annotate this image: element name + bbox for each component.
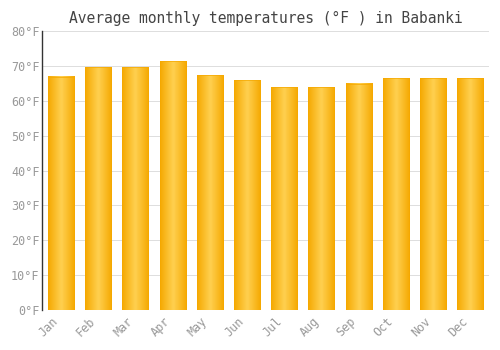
Bar xyxy=(271,87,297,310)
Bar xyxy=(48,77,74,310)
Title: Average monthly temperatures (°F ) in Babanki: Average monthly temperatures (°F ) in Ba… xyxy=(69,11,462,26)
Bar xyxy=(420,78,446,310)
Bar xyxy=(160,61,186,310)
Bar xyxy=(346,84,372,310)
Bar xyxy=(308,87,334,310)
Bar xyxy=(197,75,223,310)
Bar xyxy=(122,67,148,310)
Bar xyxy=(458,78,483,310)
Bar xyxy=(234,80,260,310)
Bar xyxy=(383,78,409,310)
Bar xyxy=(85,67,111,310)
